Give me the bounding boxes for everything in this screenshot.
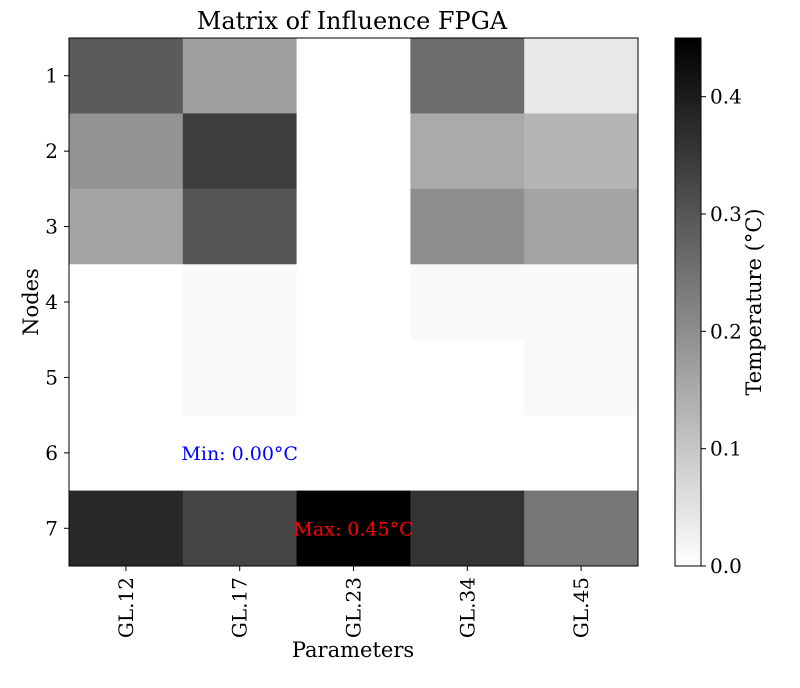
colorbar (674, 37, 702, 567)
heatmap-cell (182, 339, 298, 416)
heatmap-cell (182, 490, 298, 567)
heatmap-cells (69, 38, 639, 567)
heatmap-cell (410, 339, 525, 416)
colorbar-tick-label: 0.4 (710, 85, 742, 109)
y-axis-label: Nodes (19, 268, 43, 336)
heatmap-cell (524, 264, 639, 341)
y-tick-label: 3 (45, 215, 58, 239)
heatmap-cell (410, 113, 525, 190)
colorbar-tick-label: 0.0 (710, 554, 742, 578)
heatmap-cell (410, 264, 525, 341)
heatmap-cell (182, 113, 298, 190)
colorbar-tick-label: 0.3 (710, 202, 742, 226)
heatmap-cell (69, 264, 184, 341)
x-axis-ticks: GL.12 GL.17 GL.23 GL.34 GL.45 (114, 566, 593, 638)
y-axis-ticks: 1 2 3 4 5 6 7 (45, 64, 69, 540)
heatmap-cell (296, 264, 411, 341)
y-tick-label: 5 (45, 365, 58, 389)
heatmap-cell (69, 113, 184, 190)
y-tick-label: 2 (45, 139, 58, 163)
heatmap-cell (296, 339, 411, 416)
x-tick-label: GL.17 (228, 577, 252, 638)
colorbar-tick-label: 0.2 (710, 319, 742, 343)
y-tick-label: 7 (45, 516, 58, 540)
heatmap-cell (182, 264, 298, 341)
heatmap-cell (69, 188, 184, 265)
heatmap-cell (182, 38, 298, 114)
heatmap-cell (524, 188, 639, 265)
x-tick-label: GL.34 (455, 577, 479, 638)
heatmap-cell (182, 188, 298, 265)
heatmap-cell (524, 490, 639, 567)
heatmap-cell (410, 188, 525, 265)
heatmap-cell (69, 490, 184, 567)
heatmap-cell (410, 38, 525, 114)
heatmap-cell (296, 113, 411, 190)
x-tick-label: GL.23 (342, 577, 366, 638)
y-tick-label: 4 (45, 290, 58, 314)
colorbar-label: Temperature (°C) (742, 208, 766, 395)
x-tick-label: GL.45 (569, 577, 593, 638)
heatmap-cell (524, 339, 639, 416)
y-tick-label: 6 (45, 441, 58, 465)
heatmap-cell (296, 188, 411, 265)
heatmap-cell (410, 415, 525, 492)
heatmap-cell (296, 38, 411, 114)
max-annotation: Max: 0.45°C (293, 518, 413, 540)
chart-title: Matrix of Influence FPGA (197, 7, 508, 35)
min-annotation: Min: 0.00°C (181, 443, 298, 465)
colorbar-ticks: 0.0 0.1 0.2 0.3 0.4 (701, 85, 742, 578)
heatmap-cell (69, 38, 184, 114)
heatmap-cell (524, 415, 639, 492)
heatmap-cell (69, 415, 184, 492)
x-tick-label: GL.12 (114, 577, 138, 638)
heatmap-cell (296, 490, 411, 567)
heatmap-cell (296, 415, 411, 492)
heatmap-cell (410, 490, 525, 567)
x-axis-label: Parameters (292, 638, 414, 662)
heatmap-cell (69, 339, 184, 416)
heatmap-cell (524, 38, 639, 114)
heatmap-cell (182, 415, 298, 492)
heatmap-cell (524, 113, 639, 190)
colorbar-tick-label: 0.1 (710, 437, 742, 461)
y-tick-label: 1 (45, 64, 58, 88)
